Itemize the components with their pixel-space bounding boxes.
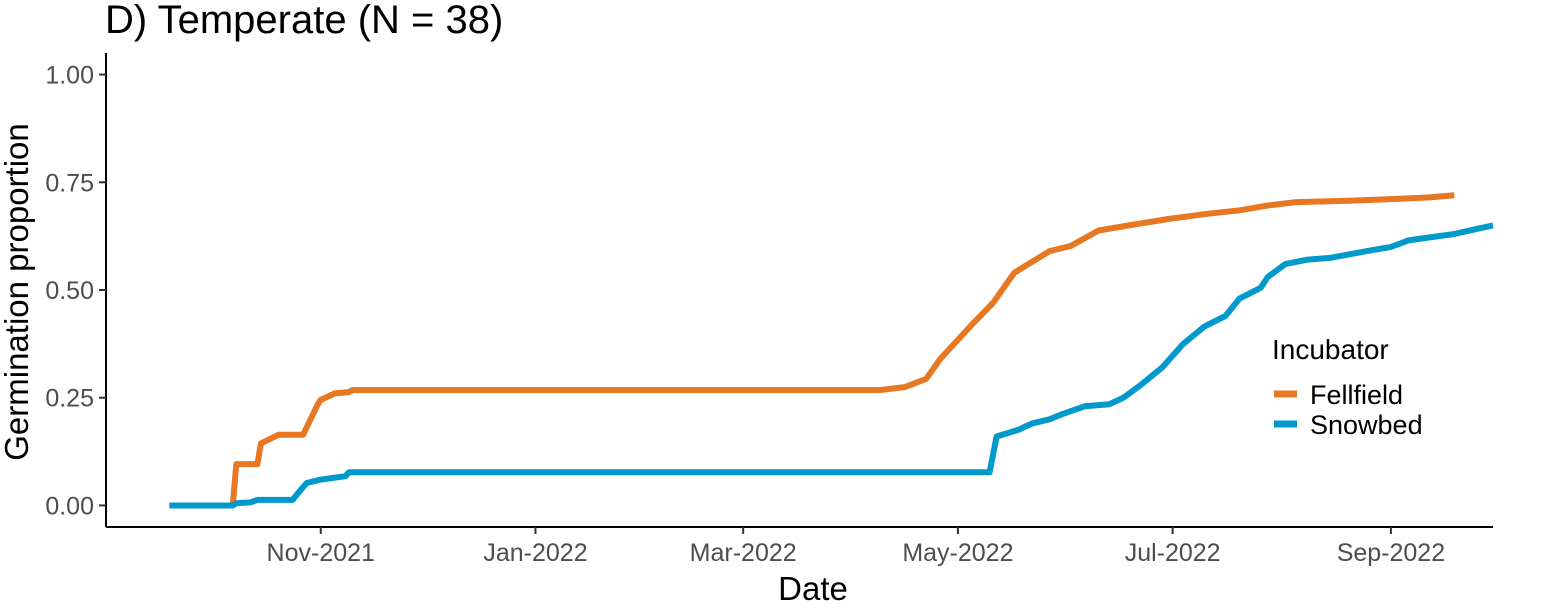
y-tick-label: 1.00: [45, 62, 94, 90]
x-tick-label: Mar-2022: [690, 539, 797, 567]
y-tick-label: 0.75: [45, 169, 94, 197]
x-tick-label: Nov-2021: [267, 539, 375, 567]
x-axis: Nov-2021 Jan-2022 Mar-2022 May-2022 Jul-2022…: [106, 526, 1493, 567]
y-axis-title: Germination proportion: [0, 123, 35, 461]
series-line-snowbed: [169, 222, 1494, 509]
x-tick-label: Jan-2022: [483, 539, 587, 567]
x-tick-label: May-2022: [902, 539, 1013, 567]
y-axis: 0.00 0.25 0.50 0.75 1.00: [45, 53, 107, 527]
legend-title: Incubator: [1272, 334, 1389, 365]
series-group: [169, 192, 1494, 509]
y-tick-label: 0.00: [45, 492, 94, 520]
y-tick-label: 0.25: [45, 385, 94, 413]
legend-label-fellfield: Fellfield: [1310, 380, 1403, 410]
series-line-fellfield: [169, 192, 1455, 509]
chart-title: D) Temperate (N = 38): [105, 0, 503, 42]
legend-label-snowbed: Snowbed: [1310, 410, 1423, 440]
x-tick-label: Sep-2022: [1337, 539, 1445, 567]
y-tick-label: 0.50: [45, 277, 94, 305]
x-tick-label: Jul-2022: [1125, 539, 1221, 567]
x-axis-title: Date: [778, 570, 848, 607]
